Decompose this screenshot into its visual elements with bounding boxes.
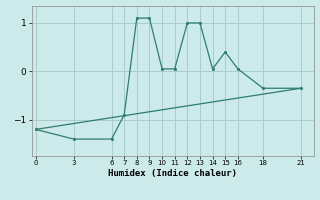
X-axis label: Humidex (Indice chaleur): Humidex (Indice chaleur)	[108, 169, 237, 178]
